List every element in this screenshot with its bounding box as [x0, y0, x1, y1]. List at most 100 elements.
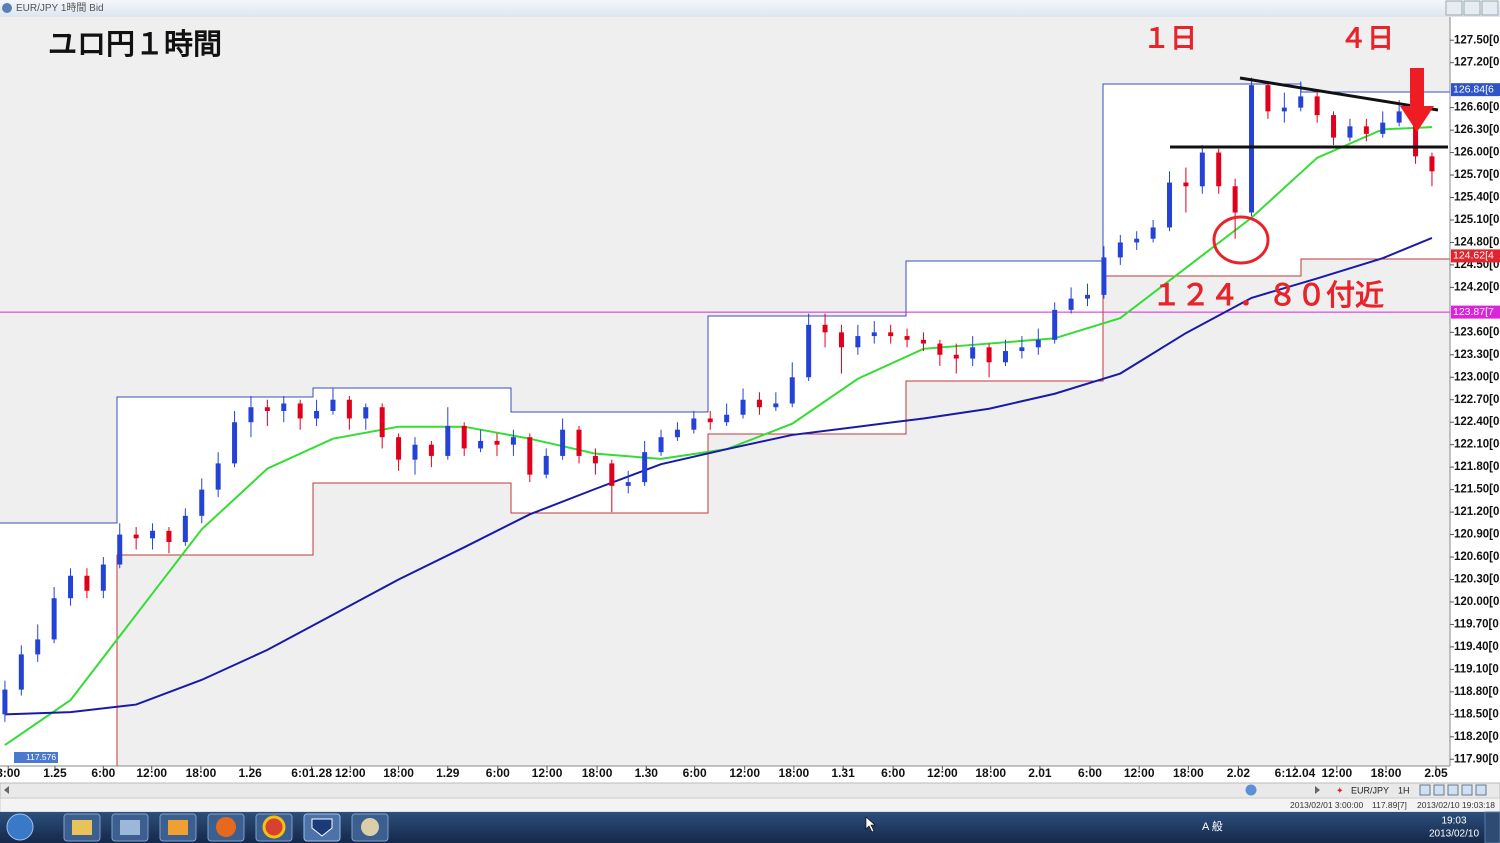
candle-body	[888, 332, 894, 337]
y-tick-label: 122.40[0	[1454, 416, 1499, 428]
price-marker	[1451, 305, 1500, 319]
candle-body	[642, 452, 648, 483]
minimize-button[interactable]	[1445, 0, 1463, 16]
tool-button[interactable]	[1433, 784, 1445, 796]
clock-date: 2013/02/10	[1429, 829, 1479, 840]
candle-body	[1429, 156, 1435, 172]
tool-button[interactable]	[1475, 784, 1487, 796]
y-tick-label: 119.40[0	[1454, 641, 1499, 653]
daily-high-step	[0, 83, 1450, 524]
axis-labels: 127.50[0 127.20[0 126.60[0 126.30[0 126.00[0…	[0, 34, 1500, 780]
show-desktop[interactable]	[1484, 811, 1500, 843]
y-tick-label: 120.90[0	[1454, 529, 1499, 541]
ime-indicator[interactable]: A 般	[1202, 820, 1223, 833]
candle-body	[117, 534, 123, 565]
x-tick-label: 18:00	[186, 766, 217, 780]
candle-body	[822, 324, 828, 333]
x-tick-label: 1.30	[635, 766, 659, 780]
x-tick-label: 18:00	[975, 766, 1006, 780]
candle-body	[789, 377, 795, 404]
candle-body	[740, 399, 746, 415]
scroll-left[interactable]	[4, 786, 9, 794]
status-start: 2013/02/01 3:00:00	[1290, 800, 1364, 810]
x-tick-label: 6:00	[91, 766, 115, 780]
candle-body	[707, 418, 713, 423]
day-range	[906, 261, 1103, 381]
candle-body	[478, 440, 484, 449]
trend-line	[1239, 76, 1439, 112]
y-tick-label: 122.10[0	[1454, 439, 1499, 451]
y-tick-label: 118.20[0	[1454, 731, 1499, 743]
price-marker-label: 126.84[6	[1453, 83, 1494, 95]
candle-body	[674, 429, 680, 438]
symbol-selector[interactable]: EUR/JPY	[1351, 785, 1389, 795]
x-tick-label: 12:00	[335, 766, 366, 780]
x-tick-label: 18:00	[383, 766, 414, 780]
x-tick-label: 1.31	[831, 766, 855, 780]
candle-body	[412, 444, 418, 460]
candle-body	[1396, 111, 1402, 123]
candle-body	[1183, 182, 1189, 187]
timeframe-selector[interactable]: 1H	[1398, 785, 1410, 795]
scroll-right[interactable]	[1315, 786, 1320, 794]
tool-button[interactable]	[1461, 784, 1473, 796]
x-tick-label: 6:12.04	[1275, 766, 1316, 780]
candle-body	[527, 437, 533, 475]
x-tick-label: 3:00	[0, 766, 21, 780]
candle-body	[1216, 152, 1222, 187]
candle-body	[445, 425, 451, 456]
candle-body	[2, 689, 8, 715]
y-tick-label: 120.00[0	[1454, 596, 1499, 608]
x-tick-label: 18:00	[582, 766, 613, 780]
y-tick-label: 119.70[0	[1454, 618, 1499, 630]
y-tick-label: 126.30[0	[1454, 124, 1499, 136]
tool-button[interactable]	[1419, 784, 1431, 796]
price-marker-label: 124.62[4	[1453, 250, 1494, 262]
candle-body	[248, 407, 254, 423]
scroll-thumb[interactable]	[1245, 784, 1257, 796]
price-marker	[1451, 83, 1500, 97]
y-tick-label: 124.80[0	[1454, 236, 1499, 248]
y-tick-label: 118.80[0	[1454, 686, 1499, 698]
candle-body	[937, 343, 943, 355]
candle-body	[1134, 238, 1140, 243]
low-marker-label: 117.576	[26, 752, 56, 762]
candle-body	[1101, 257, 1107, 295]
candle-body	[396, 437, 402, 460]
time-axis	[0, 766, 1500, 783]
x-tick-label: 2.02	[1227, 766, 1251, 780]
tool-button[interactable]	[1447, 784, 1459, 796]
toolbar-icon[interactable]: ✦	[1336, 785, 1344, 795]
candle-body	[461, 425, 467, 449]
y-tick-label: 126.00[0	[1454, 147, 1499, 159]
candle-body	[724, 414, 730, 423]
y-tick-label: 119.10[0	[1454, 663, 1499, 675]
x-tick-label: 1.26	[238, 766, 262, 780]
y-tick-label: 125.70[0	[1454, 169, 1499, 181]
candle-body	[658, 437, 664, 453]
x-tick-label: 2.05	[1424, 766, 1448, 780]
app-icon	[262, 815, 286, 839]
candle-body	[35, 639, 41, 655]
y-tick-label: 121.50[0	[1454, 484, 1499, 496]
day-range	[1301, 92, 1450, 259]
x-tick-label: 6:00	[683, 766, 707, 780]
scrollbar[interactable]	[0, 782, 1500, 799]
candle-body	[51, 598, 57, 640]
candle-body	[756, 399, 762, 408]
app-icon	[2, 3, 12, 13]
candle-body	[1052, 309, 1058, 340]
close-button[interactable]	[1481, 0, 1499, 16]
y-tick-label: 118.50[0	[1454, 708, 1499, 720]
y-tick-label: 127.50[0	[1454, 34, 1499, 46]
x-tick-label: 12:00	[927, 766, 958, 780]
candle-body	[1265, 85, 1271, 112]
candle-body	[543, 455, 549, 475]
start-button[interactable]	[6, 813, 34, 841]
status-end: 2013/02/10 19:03:18	[1417, 800, 1495, 810]
candle-body	[1232, 186, 1238, 213]
candle-body	[970, 347, 976, 359]
day-range	[313, 388, 511, 483]
restore-button[interactable]	[1463, 0, 1481, 16]
